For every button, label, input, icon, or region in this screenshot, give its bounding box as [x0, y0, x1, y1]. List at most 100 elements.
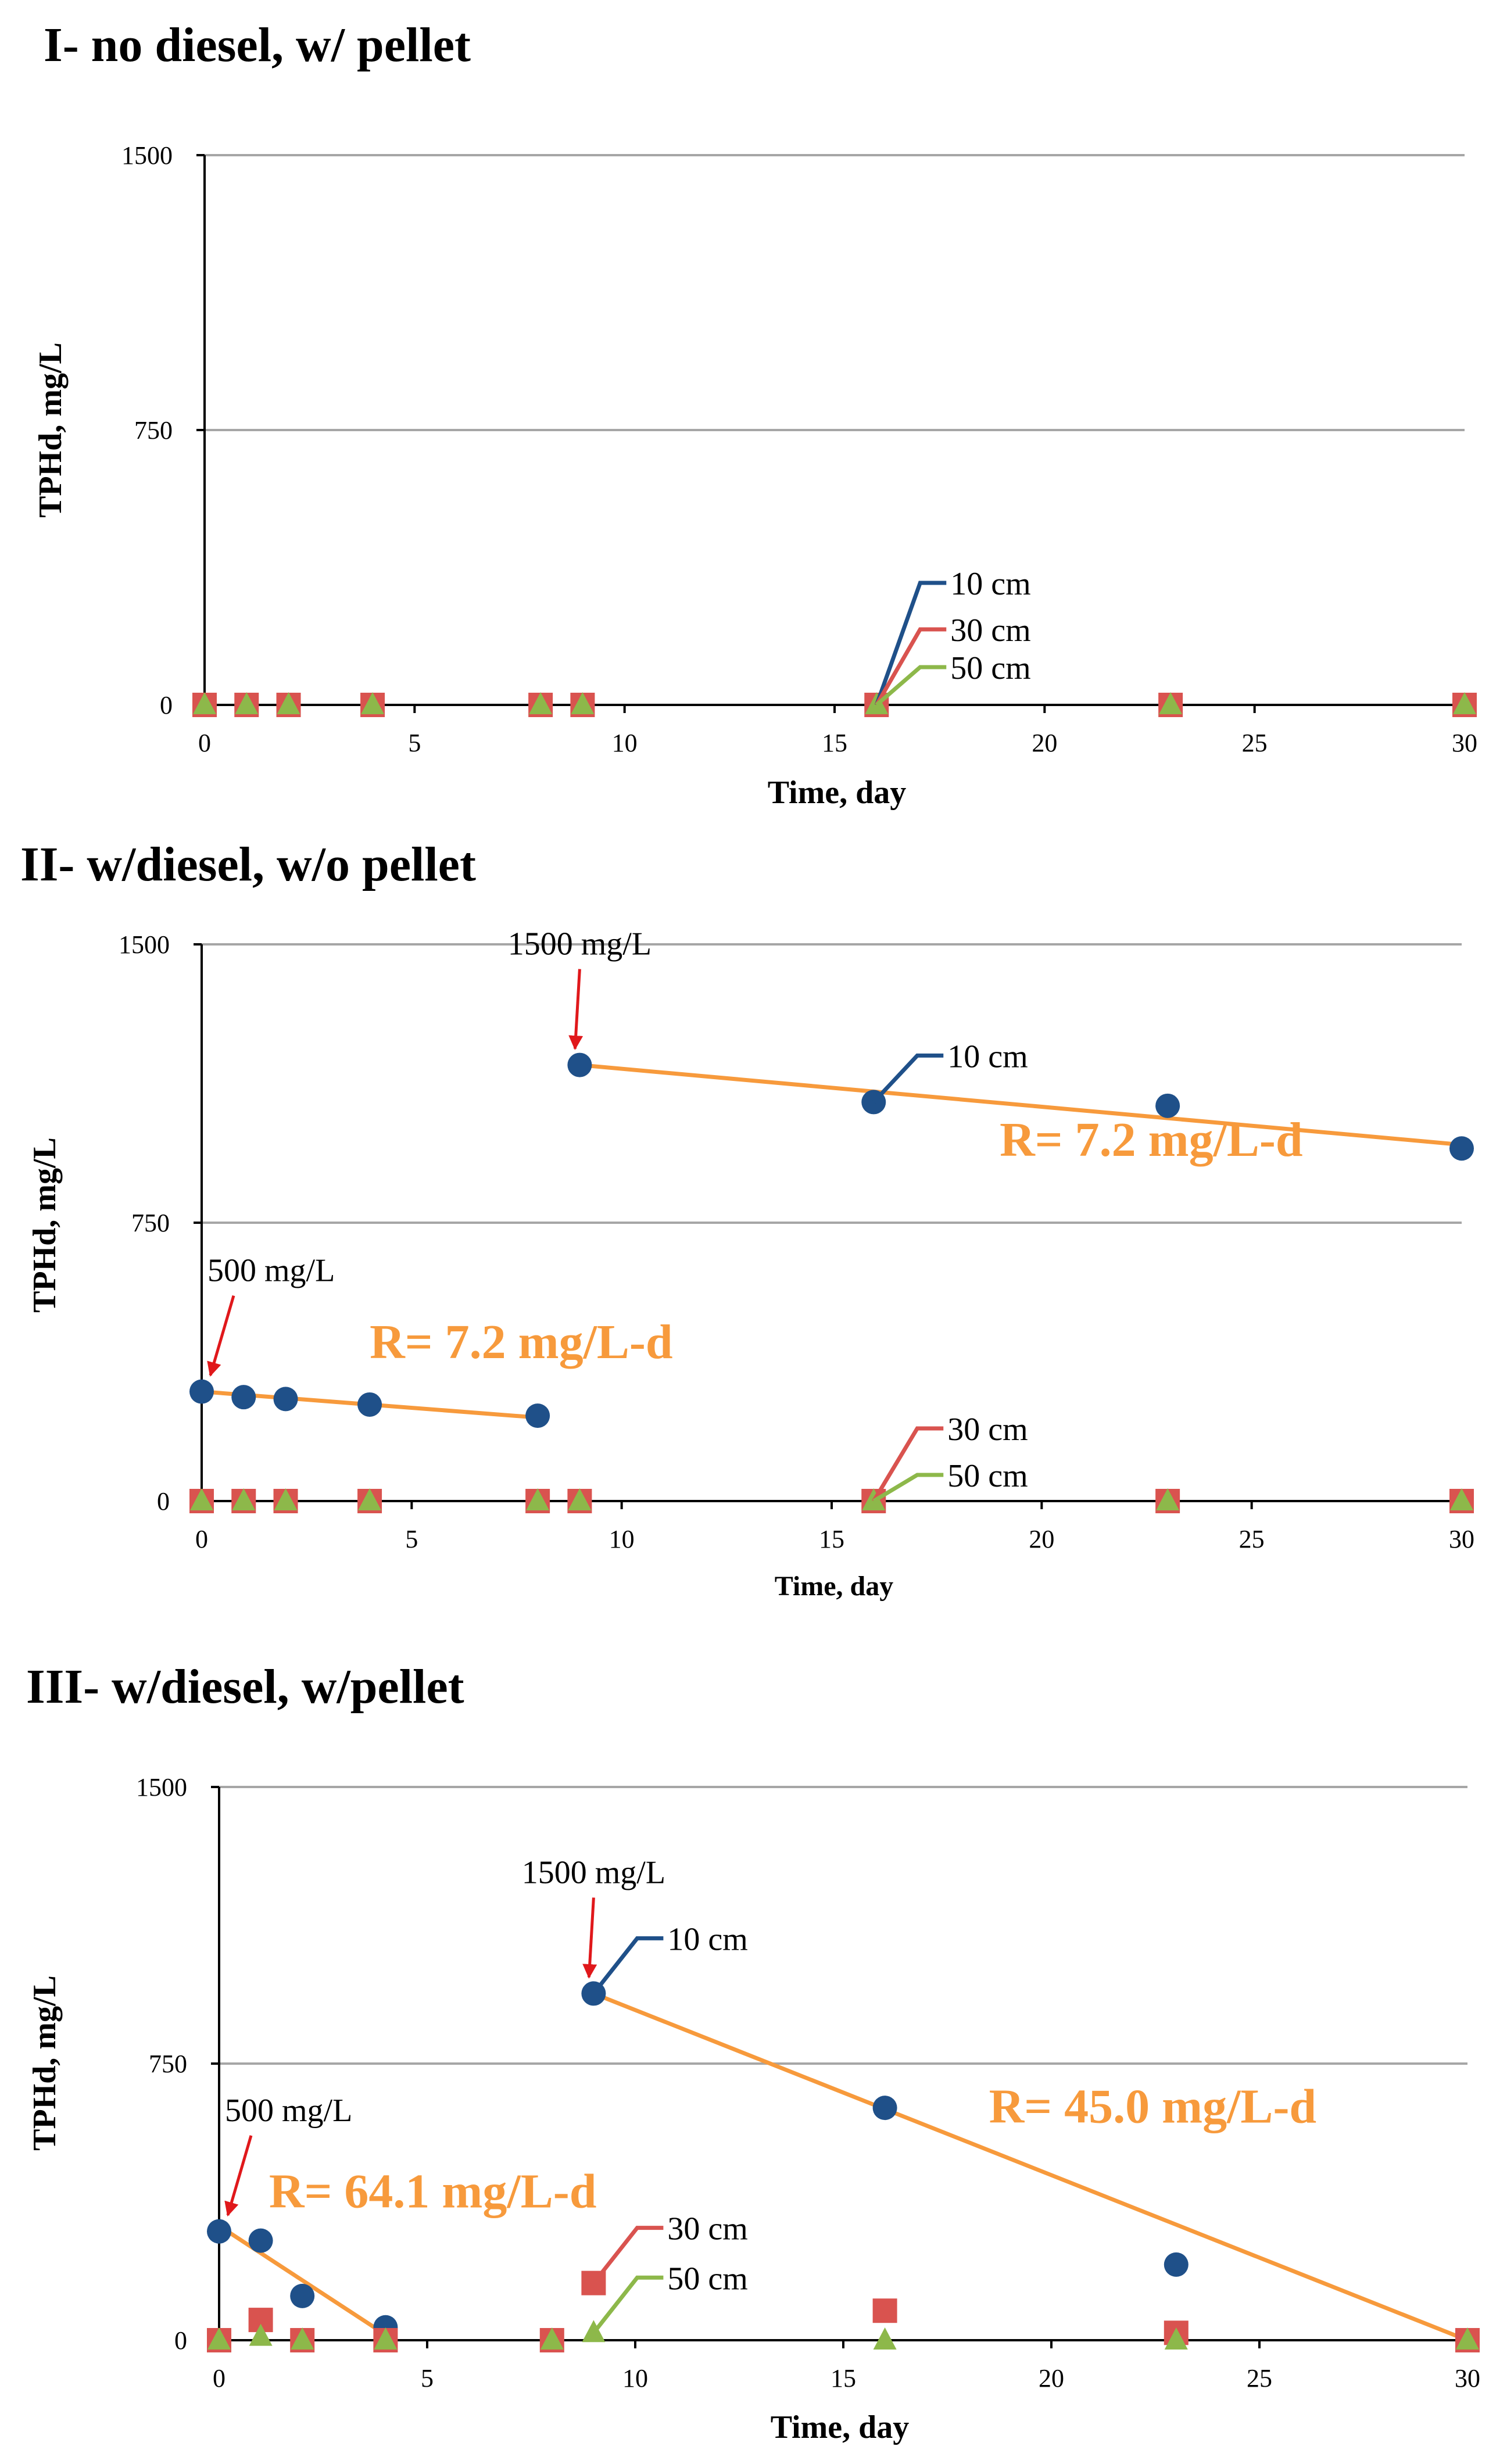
panel-2-concentration-arrow	[568, 969, 584, 1051]
panel-2-series-label-leader	[872, 1426, 944, 1502]
panel-1-x-tick-label: 15	[822, 729, 847, 757]
panel-2-series-label-leader	[872, 1053, 944, 1104]
panel-1-y-tick-label: 0	[160, 691, 173, 719]
panel-2-point-50cm	[358, 1488, 382, 1510]
panel-3-fit-line	[593, 1992, 1469, 2343]
panel-3-x-tick-label: 25	[1247, 2364, 1272, 2393]
panel-1-x-axis-label: Time, day	[768, 775, 907, 811]
panel-2-x-tick-label: 0	[195, 1525, 208, 1553]
panel-3-x-tick-label: 0	[213, 2364, 225, 2393]
panel-3-point-50cm	[1456, 2327, 1479, 2350]
panel-2-concentration-label: 1500 mg/L	[508, 926, 652, 962]
panel-2-point-10cm	[567, 1052, 592, 1077]
panel-2-x-tick-label: 15	[819, 1525, 844, 1553]
panel-2-series-label: 10 cm	[947, 1038, 1028, 1075]
panel-2-x-tick-label: 25	[1239, 1525, 1265, 1553]
panel-1-x-tick-label: 20	[1032, 729, 1057, 757]
panel-1-point-50cm	[235, 692, 259, 714]
panel-2-point-50cm	[1450, 1488, 1473, 1510]
panel-3-point-10cm	[1164, 2252, 1189, 2277]
panel-2-point-50cm	[232, 1488, 256, 1510]
panel-1-y-axis-label: TPHd, mg/L	[33, 342, 69, 518]
panel-2-rate-label: R= 7.2 mg/L-d	[370, 1315, 673, 1369]
panel-2-point-10cm	[1155, 1093, 1180, 1118]
panel-1-x-tick-label: 10	[612, 729, 638, 757]
panel-1-x-tick-label: 25	[1242, 729, 1268, 757]
panel-1-x-tick-label: 0	[198, 729, 211, 757]
panel-2-point-50cm	[274, 1488, 298, 1510]
panel-2-y-tick-label: 750	[131, 1209, 170, 1237]
panel-2-point-10cm	[273, 1387, 298, 1412]
panel-3-x-tick-label: 10	[622, 2364, 648, 2393]
panel-3-x-tick-label: 5	[421, 2364, 434, 2393]
panel-2-point-10cm	[189, 1379, 214, 1404]
panel-3-point-30cm	[872, 2298, 897, 2323]
panel-1-y-tick-label: 750	[134, 416, 173, 445]
panel-2: II- w/diesel, w/o pellet 0 750 1500 0 5 10 15 2…	[20, 837, 1474, 1602]
panel-3-point-10cm	[248, 2228, 273, 2253]
panel-1-point-50cm	[1159, 692, 1183, 714]
panel-2-x-axis-label: Time, day	[775, 1571, 893, 1602]
panel-3-x-tick-label: 30	[1455, 2364, 1480, 2393]
panel-3-concentration-arrow	[224, 2135, 253, 2217]
panel-1-series-label: 50 cm	[950, 650, 1030, 686]
panel-3-y-tick-label: 750	[149, 2050, 187, 2078]
panel-1-y-tick-label: 1500	[121, 141, 173, 170]
panel-3: III- w/diesel, w/pellet 0 750 1500 0 5 10 15 20…	[26, 1660, 1480, 2445]
panel-3-x-tick-label: 15	[831, 2364, 856, 2393]
panel-1-point-50cm	[529, 692, 553, 714]
panel-2-point-10cm	[357, 1392, 382, 1417]
panel-2-point-50cm	[1156, 1488, 1180, 1510]
panel-2-y-tick-label: 1500	[119, 930, 170, 959]
panel-1-series-label-leader	[875, 665, 947, 707]
panel-1: I- no diesel, w/ pellet 0 750 1500 0 5 10 15 20…	[33, 18, 1477, 811]
panel-1-point-50cm	[193, 692, 216, 714]
panel-2-x-tick-label: 5	[405, 1525, 418, 1553]
panel-3-plot: 0 750 1500 0 5 10 15 20 25 30 10 cm 30 cm 50 cm 500 m…	[136, 1773, 1480, 2393]
panel-3-point-50cm	[249, 2323, 273, 2346]
panel-2-point-10cm	[1449, 1136, 1474, 1161]
panel-2-plot: 0 750 1500 0 5 10 15 20 25 30 10 cm 30 cm 50 cm 500 m…	[119, 926, 1474, 1553]
panel-2-y-axis-label: TPHd, mg/L	[27, 1137, 63, 1313]
panel-3-point-50cm	[291, 2327, 314, 2350]
panel-2-series-label: 50 cm	[947, 1458, 1028, 1494]
panel-1-series-label-leader	[874, 581, 947, 706]
panel-3-point-10cm	[207, 2219, 231, 2244]
panel-2-point-10cm	[525, 1403, 550, 1428]
panel-3-series-label: 10 cm	[667, 1921, 747, 1957]
panel-3-rate-label: R= 64.1 mg/L-d	[269, 2165, 597, 2219]
panel-3-x-tick-label: 20	[1039, 2364, 1064, 2393]
panel-3-y-tick-label: 1500	[136, 1773, 187, 1802]
panel-3-series-label-leader	[592, 2226, 664, 2284]
panel-3-point-50cm	[873, 2327, 897, 2350]
panel-3-series-label-leader	[592, 1936, 664, 1995]
panel-2-point-50cm	[568, 1488, 592, 1510]
panel-3-point-50cm	[374, 2327, 398, 2350]
panel-3-series-label: 50 cm	[667, 2261, 747, 2297]
panel-1-series-label: 10 cm	[950, 566, 1030, 602]
panel-3-point-50cm	[540, 2327, 564, 2350]
panel-3-point-50cm	[1164, 2327, 1188, 2350]
panel-2-x-tick-label: 30	[1449, 1525, 1474, 1553]
panel-3-x-axis-label: Time, day	[771, 2409, 910, 2445]
panel-2-series-label-leader	[872, 1473, 944, 1503]
panel-3-title: III- w/diesel, w/pellet	[26, 1660, 464, 1714]
panel-2-point-10cm	[231, 1385, 256, 1410]
panel-3-series-label: 30 cm	[667, 2211, 747, 2247]
panel-2-title: II- w/diesel, w/o pellet	[20, 837, 476, 891]
panel-2-concentration-arrow	[207, 1295, 235, 1377]
panel-2-y-tick-label: 0	[157, 1487, 170, 1516]
panel-2-x-tick-label: 20	[1029, 1525, 1054, 1553]
panel-1-x-tick-label: 30	[1452, 729, 1477, 757]
panel-2-series-label: 30 cm	[947, 1412, 1028, 1448]
panel-3-rate-label: R= 45.0 mg/L-d	[989, 2080, 1317, 2134]
panel-1-point-50cm	[361, 692, 385, 714]
panel-3-point-10cm	[872, 2096, 897, 2121]
panel-3-y-axis-label: TPHd, mg/L	[27, 1975, 63, 2151]
panel-1-title: I- no diesel, w/ pellet	[44, 18, 471, 72]
panel-1-x-tick-label: 5	[408, 729, 421, 757]
panel-1-point-50cm	[1453, 692, 1476, 714]
panel-3-point-10cm	[290, 2283, 315, 2308]
